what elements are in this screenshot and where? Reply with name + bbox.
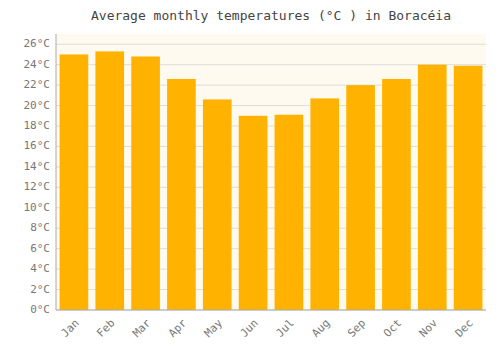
y-tick-label: 14°C (24, 160, 51, 173)
bar (275, 115, 304, 310)
y-tick-label: 20°C (24, 99, 51, 112)
plot-background (56, 34, 486, 310)
x-tick-label: Aug (309, 317, 332, 340)
x-tick-label: Jul (273, 317, 296, 340)
x-axis: Jan Feb Mar Apr May Jun Jul Aug Sep Oct Nov Dec (58, 316, 475, 340)
y-tick-label: 8°C (30, 221, 50, 234)
chart: 0°C 2°C 4°C 6°C 8°C 10°C 12°C 14°C 16°C 18°C 20°C 2… (0, 0, 500, 350)
y-tick-label: 16°C (24, 139, 51, 152)
x-tick-label: Apr (166, 316, 190, 340)
x-tick-label: Sep (345, 317, 368, 340)
bar (167, 79, 196, 310)
x-tick-label: Dec (453, 317, 476, 340)
bar (454, 66, 483, 310)
x-tick-label: May (202, 316, 226, 340)
y-tick-label: 18°C (24, 119, 51, 132)
y-axis-line (56, 34, 57, 310)
y-axis: 0°C 2°C 4°C 6°C 8°C 10°C 12°C 14°C 16°C 18°C 20°C 2… (24, 37, 51, 316)
bars (60, 51, 483, 310)
y-tick-label: 4°C (30, 262, 50, 275)
y-tick-label: 26°C (24, 37, 51, 50)
grid (56, 44, 486, 310)
bar (131, 56, 160, 310)
bar (95, 51, 124, 310)
bar (203, 99, 232, 310)
bar (346, 85, 375, 310)
title: Average monthly temperatures (°C ) in Bo… (91, 8, 451, 23)
grid-line (56, 310, 486, 311)
y-tick-label: 6°C (30, 242, 50, 255)
x-tick-label: Jun (238, 317, 261, 340)
x-tick-label: Feb (94, 317, 117, 340)
bar (310, 98, 339, 310)
y-tick-label: 24°C (24, 58, 51, 71)
y-tick-label: 2°C (30, 283, 50, 296)
bar (382, 79, 411, 310)
x-tick-label: Oct (381, 317, 404, 340)
bar (239, 116, 268, 310)
x-tick-label: Nov (417, 316, 441, 340)
x-tick-label: Jan (58, 317, 81, 340)
bar (60, 54, 89, 310)
y-tick-label: 12°C (24, 180, 51, 193)
grid-line (56, 44, 486, 45)
x-tick-label: Mar (130, 316, 154, 340)
y-tick-label: 22°C (24, 78, 51, 91)
y-tick-label: 0°C (30, 303, 50, 316)
x-axis-line (56, 310, 486, 311)
bar (418, 65, 447, 310)
y-tick-label: 10°C (24, 201, 51, 214)
